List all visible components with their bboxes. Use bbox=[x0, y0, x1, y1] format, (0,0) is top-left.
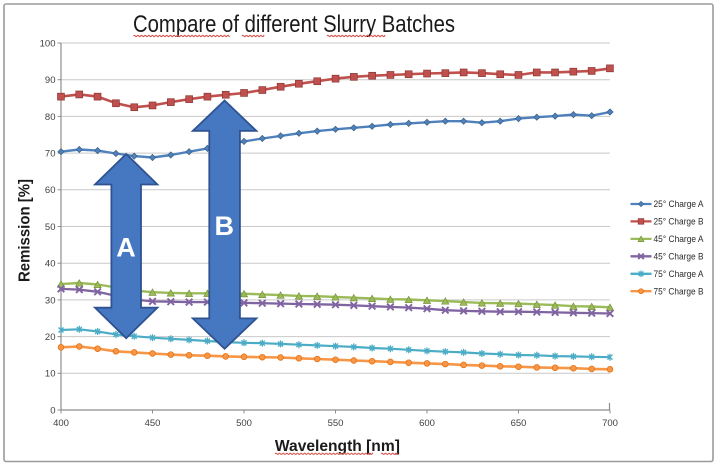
svg-text:450: 450 bbox=[145, 418, 161, 429]
svg-text:Compare of different Slurry Ba: Compare of different Slurry Batches bbox=[133, 11, 455, 38]
svg-text:70: 70 bbox=[45, 149, 56, 160]
svg-text:Wavelength [nm]: Wavelength [nm] bbox=[275, 438, 400, 455]
svg-text:A: A bbox=[116, 233, 136, 263]
svg-text:60: 60 bbox=[45, 185, 56, 196]
svg-text:550: 550 bbox=[328, 418, 344, 429]
svg-text:0: 0 bbox=[50, 405, 55, 416]
svg-text:30: 30 bbox=[45, 295, 56, 306]
svg-text:75° Charge B: 75° Charge B bbox=[654, 286, 704, 296]
svg-text:20: 20 bbox=[45, 332, 56, 343]
svg-text:Remission [%]: Remission [%] bbox=[16, 179, 33, 282]
svg-text:500: 500 bbox=[236, 418, 252, 429]
svg-text:90: 90 bbox=[45, 75, 56, 86]
svg-text:45° Charge B: 45° Charge B bbox=[654, 252, 704, 262]
svg-text:600: 600 bbox=[419, 418, 435, 429]
svg-text:80: 80 bbox=[45, 112, 56, 123]
svg-text:10: 10 bbox=[45, 369, 56, 380]
svg-text:650: 650 bbox=[511, 418, 527, 429]
svg-text:40: 40 bbox=[45, 259, 56, 270]
svg-text:100: 100 bbox=[40, 38, 56, 49]
svg-text:45° Charge A: 45° Charge A bbox=[654, 234, 704, 244]
svg-text:75° Charge A: 75° Charge A bbox=[654, 269, 704, 279]
svg-text:400: 400 bbox=[53, 418, 69, 429]
svg-text:50: 50 bbox=[45, 222, 56, 233]
svg-text:B: B bbox=[215, 211, 235, 241]
svg-text:25° Charge A: 25° Charge A bbox=[654, 199, 704, 209]
svg-text:700: 700 bbox=[602, 418, 618, 429]
svg-text:25° Charge B: 25° Charge B bbox=[654, 217, 704, 227]
